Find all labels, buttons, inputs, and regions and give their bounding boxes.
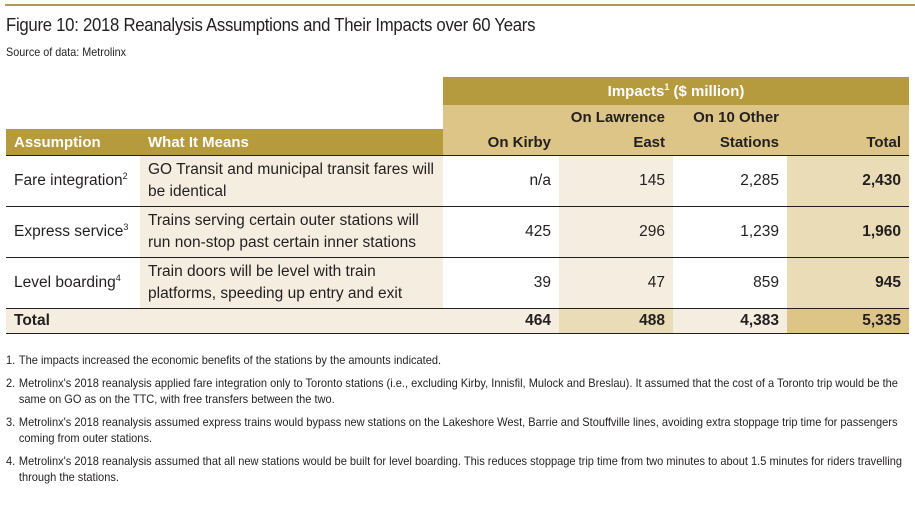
footnote: 3. Metrolinx's 2018 reanalysis assumed ex…: [6, 415, 898, 445]
subheader-row-1: On Lawrence On 10 Other: [6, 105, 910, 129]
lawrence-cell: 145: [559, 155, 673, 207]
other-cell: 1,239: [673, 206, 787, 258]
col-header-what-it-means: What It Means: [140, 129, 443, 156]
lawrence-cell: 296: [559, 206, 673, 258]
total-cell: 1,960: [787, 206, 910, 258]
other-cell: 2,285: [673, 155, 787, 207]
total-row-label: Total: [6, 308, 443, 334]
means-cell: Trains serving certain outer stations wi…: [140, 206, 443, 258]
top-rule: [5, 4, 915, 6]
group-header-row: Impacts1 ($ million): [6, 77, 910, 105]
col-header-total: Total: [787, 129, 910, 156]
total-cell: 945: [787, 257, 910, 309]
kirby-cell: 39: [443, 257, 559, 309]
figure-title: Figure 10: 2018 Reanalysis Assumptions a…: [6, 15, 536, 35]
col-header-kirby: On Kirby: [443, 129, 559, 156]
col-header-other-line2: Stations: [673, 129, 787, 156]
footnote: 1. The impacts increased the economic ben…: [6, 353, 442, 367]
column-header-row: Assumption What It Means On Kirby East S…: [6, 129, 910, 156]
means-cell: Train doors will be level with train pla…: [140, 257, 443, 309]
other-cell: 859: [673, 257, 787, 309]
assumption-cell: Express service3: [6, 206, 140, 258]
footnote: 4. Metrolinx's 2018 reanalysis assumed th…: [6, 454, 902, 484]
total-row: Total 464 488 4,383 5,335: [6, 308, 910, 334]
col-header-lawrence-line2: East: [559, 129, 673, 156]
total-kirby: 464: [443, 308, 559, 334]
impacts-group-header: Impacts1 ($ million): [443, 77, 910, 105]
means-cell: GO Transit and municipal transit fares w…: [140, 155, 443, 207]
footnotes: 1. The impacts increased the economic ben…: [6, 352, 906, 492]
col-header-assumption: Assumption: [6, 129, 140, 156]
table-row: Express service3 Trains serving certain …: [6, 206, 910, 258]
table-row: Fare integration2 GO Transit and municip…: [6, 155, 910, 207]
total-other: 4,383: [673, 308, 787, 334]
figure-source: Source of data: Metrolinx: [6, 45, 127, 59]
total-cell: 2,430: [787, 155, 910, 207]
footnote: 2. Metrolinx's 2018 reanalysis applied fa…: [6, 376, 898, 406]
kirby-cell: 425: [443, 206, 559, 258]
lawrence-cell: 47: [559, 257, 673, 309]
total-lawrence: 488: [559, 308, 673, 334]
assumption-cell: Fare integration2: [6, 155, 140, 207]
grand-total: 5,335: [787, 308, 910, 334]
col-header-lawrence-line1: On Lawrence: [559, 105, 673, 129]
assumption-cell: Level boarding4: [6, 257, 140, 309]
table-row: Level boarding4 Train doors will be leve…: [6, 257, 910, 309]
impacts-table: Impacts1 ($ million) On Lawrence On 10 O…: [6, 77, 910, 334]
kirby-cell: n/a: [443, 155, 559, 207]
col-header-other-line1: On 10 Other: [673, 105, 787, 129]
